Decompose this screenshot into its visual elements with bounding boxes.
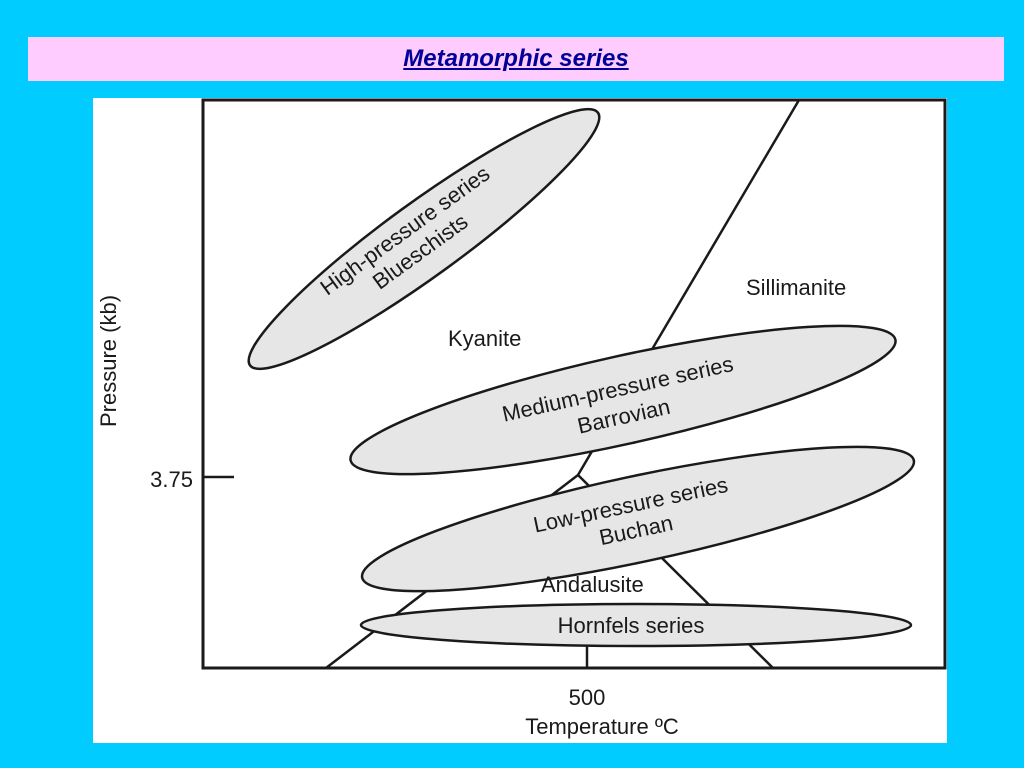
metamorphic-diagram: High-pressure series Blueschists Medium-… <box>96 98 947 739</box>
andalusite-label: Andalusite <box>541 572 644 597</box>
low-pressure-ellipse <box>360 445 916 593</box>
title-bar: Metamorphic series <box>28 37 1004 81</box>
series-ellipses <box>247 107 916 648</box>
x-axis-label: Temperature ºC <box>525 714 679 739</box>
hornfels-label: Hornfels series <box>558 613 705 638</box>
medium-pressure-ellipse <box>349 324 897 476</box>
plot-frame <box>201 98 947 670</box>
x-tick-label: 500 <box>569 685 606 710</box>
page-title: Metamorphic series <box>403 45 629 72</box>
diagram-panel: High-pressure series Blueschists Medium-… <box>93 98 947 743</box>
sillimanite-label: Sillimanite <box>746 275 846 300</box>
hornfels-ellipse <box>359 602 913 648</box>
high-pressure-ellipse <box>247 107 601 371</box>
y-tick-label: 3.75 <box>150 467 193 492</box>
kyanite-label: Kyanite <box>448 326 521 351</box>
y-axis-label: Pressure (kb) <box>96 295 121 427</box>
